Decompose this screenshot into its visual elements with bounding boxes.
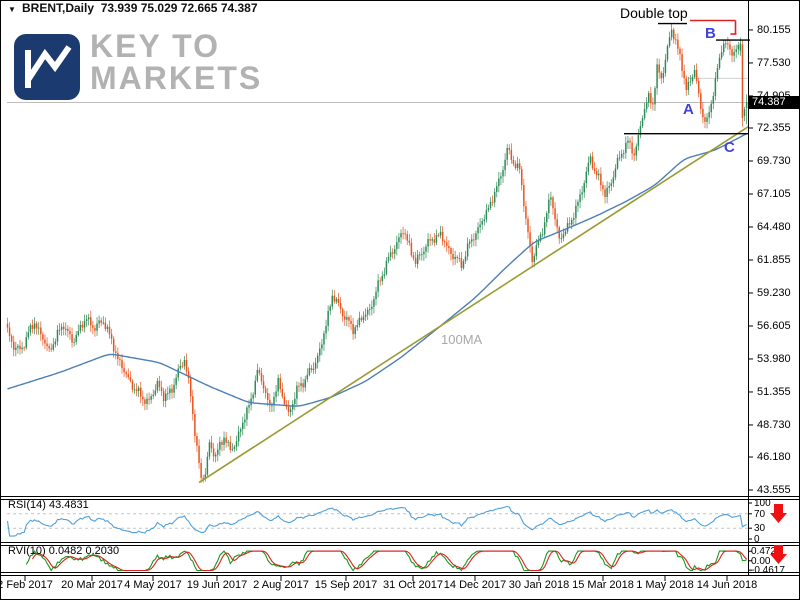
date-tick-label: 4 May 2017 xyxy=(124,579,182,591)
symbol-dropdown-icon[interactable]: ▼ xyxy=(8,5,16,14)
price-tick-label: 53.980 xyxy=(757,352,791,365)
rvi-signal-line xyxy=(32,550,748,572)
price-tick-label: 59.230 xyxy=(757,286,791,299)
rvi-tick-label: 0.4724 xyxy=(751,546,782,558)
sell-signal-arrow-icon[interactable] xyxy=(770,504,787,524)
axis-tick-marks xyxy=(24,29,753,581)
price-tick-label: 51.355 xyxy=(757,385,791,398)
price-tick-label: 56.605 xyxy=(757,319,791,332)
rsi-tick-label: 100 xyxy=(754,498,771,509)
price-tick-label: 80.155 xyxy=(757,23,791,36)
km-logo-icon xyxy=(14,34,80,100)
date-tick-label: 30 Jan 2018 xyxy=(508,579,570,591)
date-tick-label: 2 Aug 2017 xyxy=(253,579,309,591)
price-tick-label: 72.355 xyxy=(757,121,791,134)
date-tick-label: 15 Sep 2017 xyxy=(314,579,378,591)
rsi-line xyxy=(6,505,747,537)
rsi-tick-label: 30 xyxy=(754,523,766,535)
ma-label: 100MA xyxy=(441,332,483,347)
pane-separators xyxy=(0,496,800,576)
sell-signal-arrow-icon[interactable] xyxy=(770,545,787,565)
date-tick-label: 19 Jun 2017 xyxy=(186,579,248,591)
date-tick-label: 1 May 2018 xyxy=(636,579,694,591)
chart-symbol: BRENT,Daily xyxy=(22,1,95,15)
rsi-tick-label: 70 xyxy=(754,508,766,520)
annotation-c[interactable]: C xyxy=(724,139,735,156)
chart-title: BRENT,Daily 73.939 75.029 72.665 74.387 xyxy=(22,2,258,15)
price-tick-label: 67.105 xyxy=(757,187,791,200)
annotation-a[interactable]: A xyxy=(683,101,694,118)
price-tick-label: 64.480 xyxy=(757,220,791,233)
date-tick-label: 14 Dec 2017 xyxy=(443,579,507,591)
chart-ohlc-readout: 73.939 75.029 72.665 74.387 xyxy=(100,1,258,15)
rvi-tick-label: -0.4617 xyxy=(751,565,785,577)
ma-100-line[interactable] xyxy=(7,133,747,407)
rvi-tick-label: 0.00 xyxy=(751,555,771,567)
rsi-tick-label: 0 xyxy=(754,534,760,545)
candlesticks xyxy=(6,23,748,483)
price-tick-label: 46.180 xyxy=(757,451,791,464)
price-tick-label: 43.555 xyxy=(757,484,791,496)
double-top-bracket[interactable] xyxy=(690,19,737,35)
annotation-double-top[interactable]: Double top xyxy=(620,5,688,21)
date-tick-label: 14 Jun 2018 xyxy=(696,579,758,591)
date-tick-label: 31 Oct 2017 xyxy=(383,579,443,591)
annotation-b[interactable]: B xyxy=(705,25,716,42)
date-tick-label: 2 Feb 2017 xyxy=(0,579,53,591)
brand-text-line2: MARKETS xyxy=(90,60,263,96)
date-tick-label: 15 Mar 2018 xyxy=(572,579,634,591)
current-price-tag: 74.387 xyxy=(749,96,800,109)
price-tick-label: 61.855 xyxy=(757,253,791,266)
brand-text-line1: KEY TO xyxy=(90,28,220,64)
trend-line[interactable] xyxy=(198,126,749,484)
price-tick-label: 48.730 xyxy=(757,418,791,431)
rsi-indicator-label: RSI(14) 43.4831 xyxy=(8,499,89,511)
price-tick-label: 69.730 xyxy=(757,154,791,167)
price-tick-label: 77.530 xyxy=(757,56,791,69)
rvi-indicator-label: RVI(10) 0.0482 0.2030 xyxy=(8,545,120,557)
date-tick-label: 20 Mar 2017 xyxy=(61,579,123,591)
km-mark xyxy=(25,45,72,88)
